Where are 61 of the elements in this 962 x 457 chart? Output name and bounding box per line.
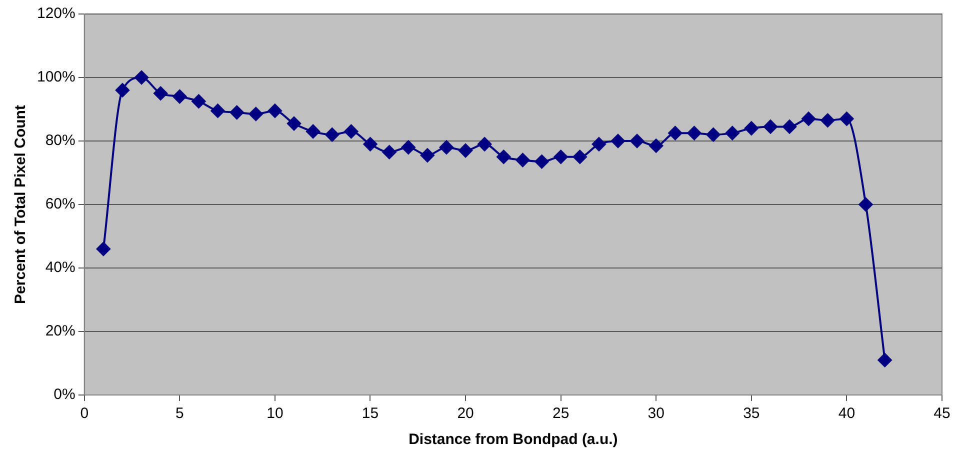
x-axis-title: Distance from Bondpad (a.u.): [408, 431, 618, 448]
point: [725, 126, 740, 140]
y-tick-label: 80%: [45, 132, 76, 150]
point: [572, 150, 587, 164]
point: [706, 128, 720, 142]
y-tick-label: 0%: [54, 386, 76, 404]
point: [268, 104, 282, 118]
x-tick-label: 30: [648, 405, 664, 422]
y-axis-title: Percent of Total Pixel Count: [12, 105, 30, 304]
point: [363, 137, 378, 152]
point: [325, 128, 340, 142]
x-tick-label: 10: [266, 405, 284, 422]
point: [554, 150, 568, 164]
point: [534, 154, 549, 169]
y-tick-label: 100%: [36, 68, 76, 86]
point: [516, 153, 530, 168]
point: [382, 145, 396, 160]
y-tick-label: 120%: [36, 5, 76, 22]
x-tick-label: 5: [175, 405, 184, 422]
point: [592, 137, 606, 152]
x-tick-label: 20: [457, 405, 474, 422]
y-tick-label: 40%: [45, 259, 76, 276]
point: [192, 94, 206, 108]
point: [802, 112, 816, 126]
point: [210, 104, 225, 118]
x-tick-label: 0: [80, 405, 89, 422]
point: [420, 148, 434, 162]
point: [96, 242, 110, 256]
point: [744, 121, 758, 136]
y-tick-label: 20%: [45, 322, 76, 340]
point: [344, 124, 358, 138]
point: [230, 105, 244, 120]
point: [668, 126, 682, 140]
point: [134, 70, 149, 84]
point: [763, 120, 778, 134]
point: [649, 138, 664, 153]
x-tick-label: 40: [838, 405, 856, 422]
point: [172, 90, 187, 104]
point: [458, 144, 473, 158]
point: [878, 353, 892, 368]
point: [858, 198, 873, 212]
point: [115, 83, 130, 98]
point: [248, 107, 263, 122]
x-tick-label: 35: [743, 405, 760, 422]
x-tick-label: 15: [362, 405, 379, 422]
point: [630, 134, 644, 148]
point: [782, 120, 797, 134]
x-tick-label: 25: [552, 405, 570, 422]
point: [611, 134, 626, 148]
point: [496, 150, 511, 164]
point: [840, 112, 854, 126]
point: [154, 86, 168, 100]
point: [401, 140, 416, 154]
x-tick-label: 45: [934, 405, 950, 422]
point: [306, 124, 320, 138]
point: [478, 137, 492, 152]
y-tick-label: 60%: [45, 196, 76, 213]
point: [287, 116, 302, 131]
point: [687, 126, 702, 140]
point: [820, 113, 835, 128]
point: [439, 140, 454, 154]
